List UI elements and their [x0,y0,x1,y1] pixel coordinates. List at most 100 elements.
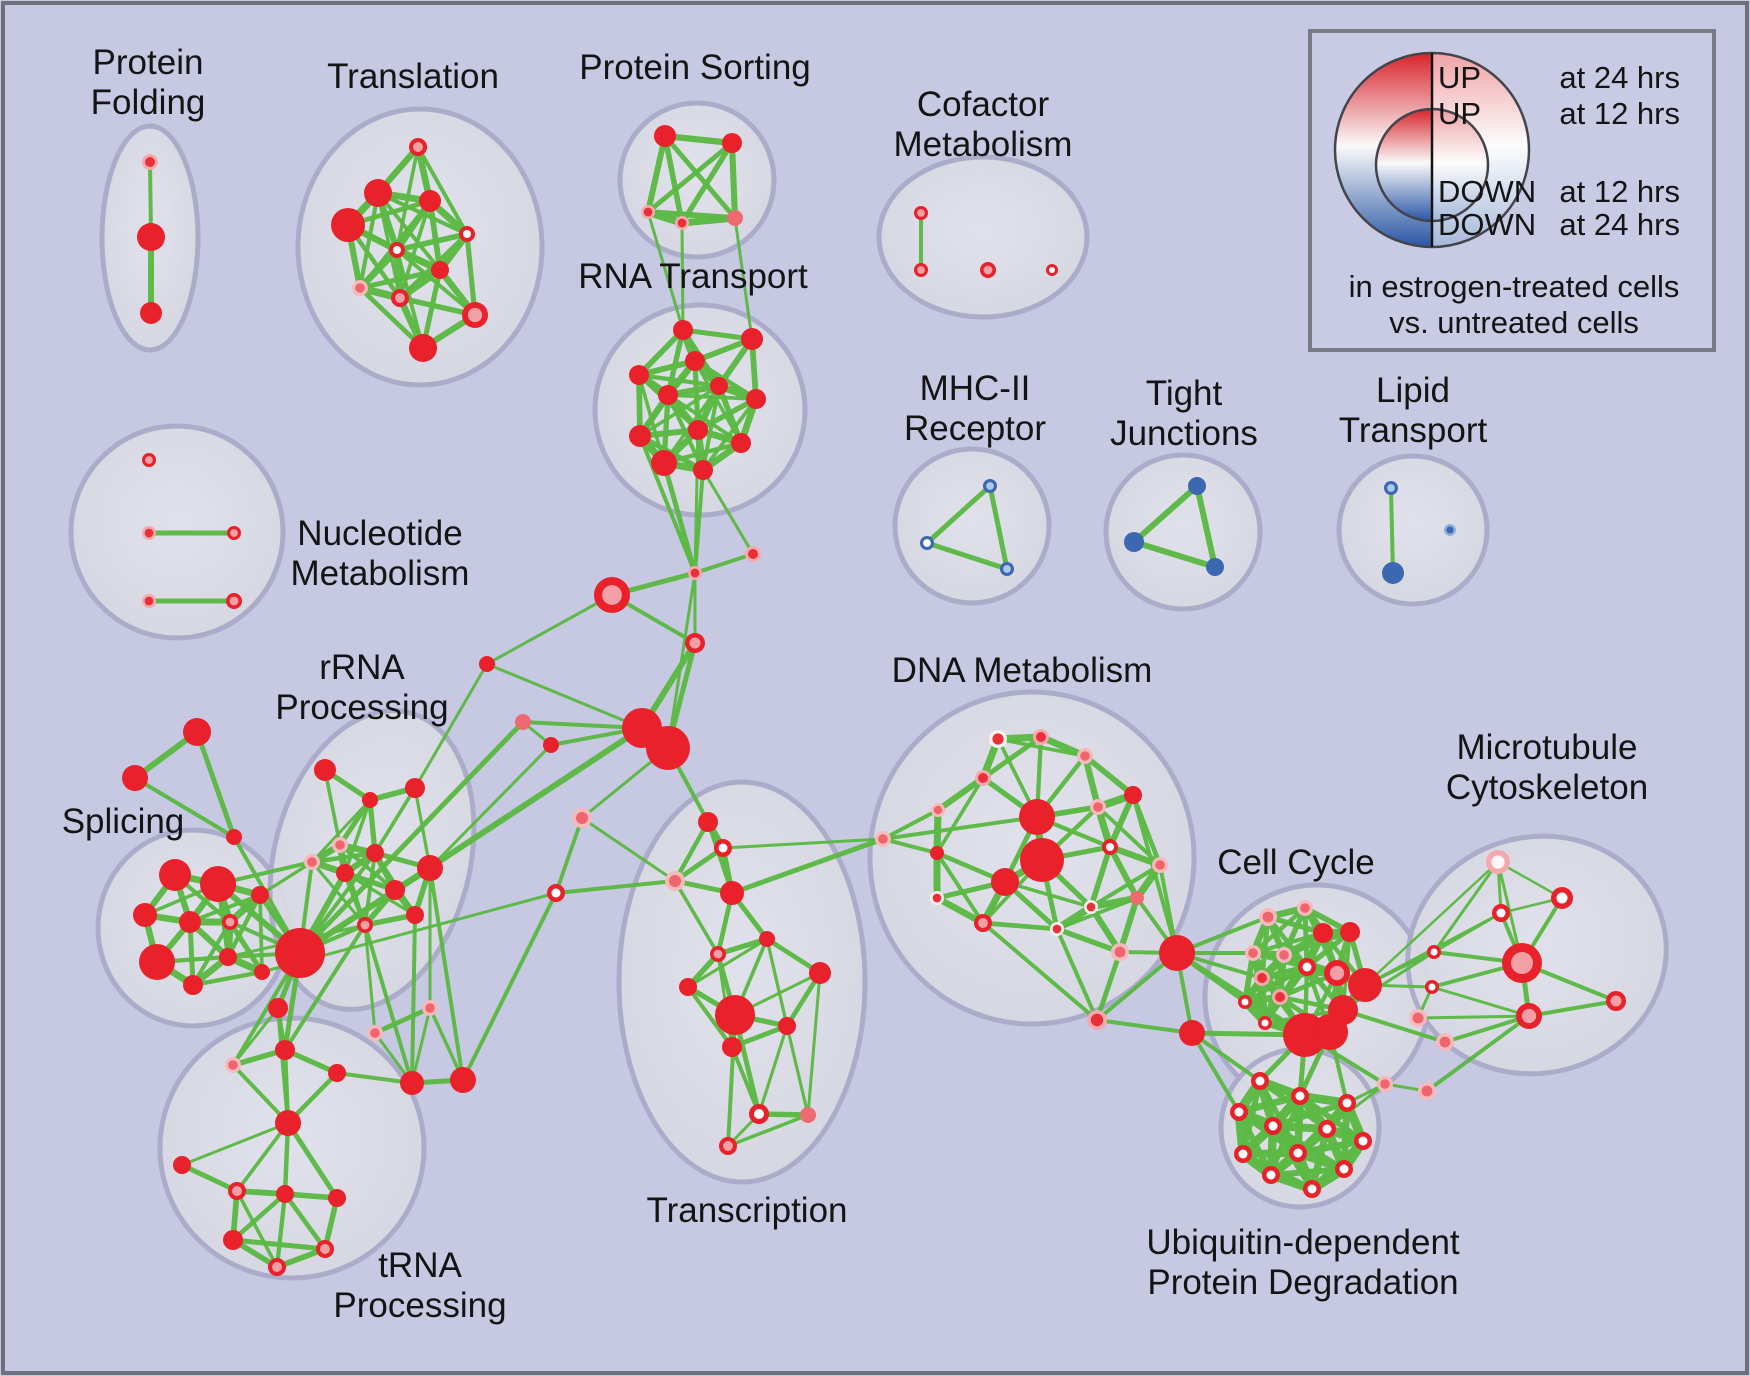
node-core [1086,902,1096,912]
node-dm1 [989,730,1007,748]
node-t2 [364,179,392,207]
edge-mt5-mt3 [1432,911,1503,954]
edge-x2-x3 [133,776,236,839]
edge-rt7-rt12 [701,397,758,472]
node-m3 [1000,562,1014,576]
node-core [1090,1013,1104,1027]
node-dm16 [1050,922,1064,936]
node-dm14 [974,914,992,932]
node-ring [543,737,559,753]
node-ring [275,1110,301,1136]
node-ring [1206,558,1224,576]
edge-ps5-rt2 [733,216,754,341]
node-ring [159,859,191,891]
node-core [1003,565,1011,573]
edge-dm4-dm5 [934,774,987,814]
cluster-label-ps: Protein Sorting [579,48,811,87]
cluster-label-sp: Splicing [62,802,185,841]
node-ring [133,903,157,927]
node-ring [140,302,162,324]
node-ring [809,962,831,984]
edge-tx2-dm0 [721,837,885,850]
edge-ps2-ps3 [645,140,735,215]
edge-rt1-rt4 [636,327,686,378]
legend-caption-line1: in estrogen-treated cells [1349,269,1680,304]
cluster-ellipse-mh [892,446,1052,606]
node-t7 [431,261,449,279]
edge-dm16-dm17 [1055,896,1139,931]
edge-s5-s10 [227,919,265,975]
node-ring [515,714,531,730]
edge-rt10-rt11 [661,440,744,466]
node-u2 [1291,1087,1309,1105]
edge-dm12-dm15 [1088,844,1113,910]
node-core [1421,1085,1433,1097]
node-core [1307,1184,1317,1194]
node-core [1262,911,1274,923]
edge-c1-H2 [666,571,697,750]
node-ring [698,812,718,832]
node-core [983,265,993,275]
node-core [754,1109,764,1119]
node-cc4 [1340,922,1360,942]
node-u5 [1264,1117,1282,1135]
node-ring [629,365,649,385]
node-ring [409,334,437,362]
edge-r8-r10 [343,871,417,917]
node-rt9 [629,425,651,447]
node-ring [122,765,148,791]
node-q1 [268,998,288,1018]
cluster-label-cc: Cell Cycle [1217,843,1375,882]
node-ring [710,377,728,395]
edge-r13-r11 [363,923,414,1085]
node-mt6 [1425,980,1439,994]
node-core [917,266,925,274]
node-ring [1313,923,1333,943]
edge-r13-r10 [410,913,417,1085]
edge-px1-mt7 [1443,1014,1531,1044]
node-tr8 [328,1189,346,1207]
node-cc13 [1258,1016,1272,1030]
node-core [1339,1164,1349,1174]
edge-rt4-rt6 [636,372,722,389]
node-ring [1328,995,1358,1025]
node-u3 [1230,1103,1248,1121]
node-dm8 [1020,838,1064,882]
node-core [228,1060,238,1070]
node-ps5 [727,210,743,226]
node-tr2 [275,1040,295,1060]
node-core [1295,1091,1305,1101]
legend-down24-dir: DOWN [1438,207,1536,242]
node-ring [673,320,693,340]
edge-t1-t6 [416,145,469,236]
node-tj1 [1188,477,1206,495]
node-dm10 [1124,786,1142,804]
node-t3 [419,190,441,212]
edge-mt5-mt1 [1432,860,1500,954]
node-core [145,456,153,464]
node-ring [1124,786,1142,804]
edge-r3-r8 [343,798,372,875]
node-core [748,549,758,559]
node-ring [219,948,237,966]
edge-rt1-rt2 [680,327,755,342]
node-dm0 [875,831,891,847]
node-ring [731,433,751,453]
edge-r3-r7 [310,798,372,864]
node-rt6 [710,377,728,395]
edge-dm29-u1 [1190,1031,1262,1083]
edge-ps4-ps5 [678,214,739,227]
node-core [425,1003,435,1013]
node-core [355,283,365,293]
node-ring [688,420,708,440]
cluster-label-dm: DNA Metabolism [892,651,1153,690]
edge-m1-m2 [924,483,993,546]
legend-up24-time: at 24 hrs [1559,60,1680,95]
node-ring [419,190,441,212]
node-core [690,568,700,578]
node-core [576,812,588,824]
node-rt4 [629,365,649,385]
node-cc11 [1272,989,1288,1005]
edge-tx1-tx3 [672,819,711,884]
node-core [1255,1076,1265,1086]
